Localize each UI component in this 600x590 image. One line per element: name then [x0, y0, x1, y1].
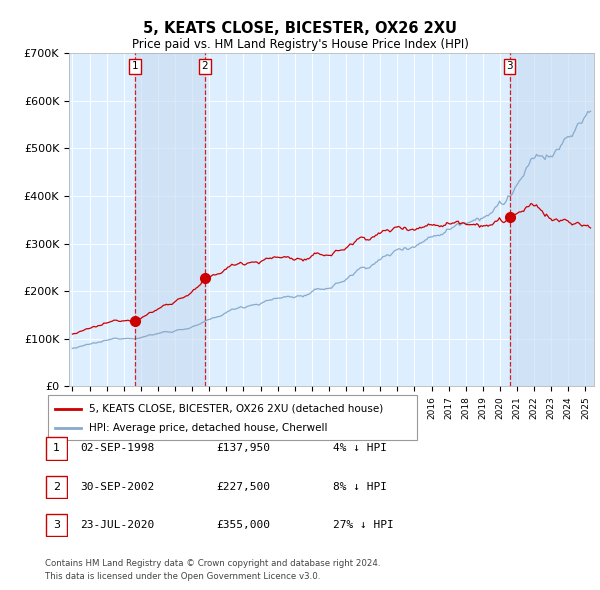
Text: 27% ↓ HPI: 27% ↓ HPI: [333, 520, 394, 530]
Text: Price paid vs. HM Land Registry's House Price Index (HPI): Price paid vs. HM Land Registry's House …: [131, 38, 469, 51]
Text: 5, KEATS CLOSE, BICESTER, OX26 2XU: 5, KEATS CLOSE, BICESTER, OX26 2XU: [143, 21, 457, 35]
Text: Contains HM Land Registry data © Crown copyright and database right 2024.: Contains HM Land Registry data © Crown c…: [45, 559, 380, 568]
Bar: [509, 53, 594, 386]
Text: HPI: Average price, detached house, Cherwell: HPI: Average price, detached house, Cher…: [89, 424, 327, 434]
Bar: [135, 53, 205, 386]
Text: 5, KEATS CLOSE, BICESTER, OX26 2XU (detached house): 5, KEATS CLOSE, BICESTER, OX26 2XU (deta…: [89, 404, 383, 414]
Text: £355,000: £355,000: [216, 520, 270, 530]
Text: 02-SEP-1998: 02-SEP-1998: [80, 444, 154, 453]
Text: 1: 1: [132, 61, 139, 71]
Text: 2: 2: [53, 482, 60, 491]
Text: This data is licensed under the Open Government Licence v3.0.: This data is licensed under the Open Gov…: [45, 572, 320, 581]
Text: 2: 2: [202, 61, 208, 71]
Text: 3: 3: [53, 520, 60, 530]
Text: 3: 3: [506, 61, 513, 71]
Text: £137,950: £137,950: [216, 444, 270, 453]
Text: 8% ↓ HPI: 8% ↓ HPI: [333, 482, 387, 491]
Text: 30-SEP-2002: 30-SEP-2002: [80, 482, 154, 491]
Text: £227,500: £227,500: [216, 482, 270, 491]
Text: 1: 1: [53, 444, 60, 453]
Text: 23-JUL-2020: 23-JUL-2020: [80, 520, 154, 530]
Text: 4% ↓ HPI: 4% ↓ HPI: [333, 444, 387, 453]
